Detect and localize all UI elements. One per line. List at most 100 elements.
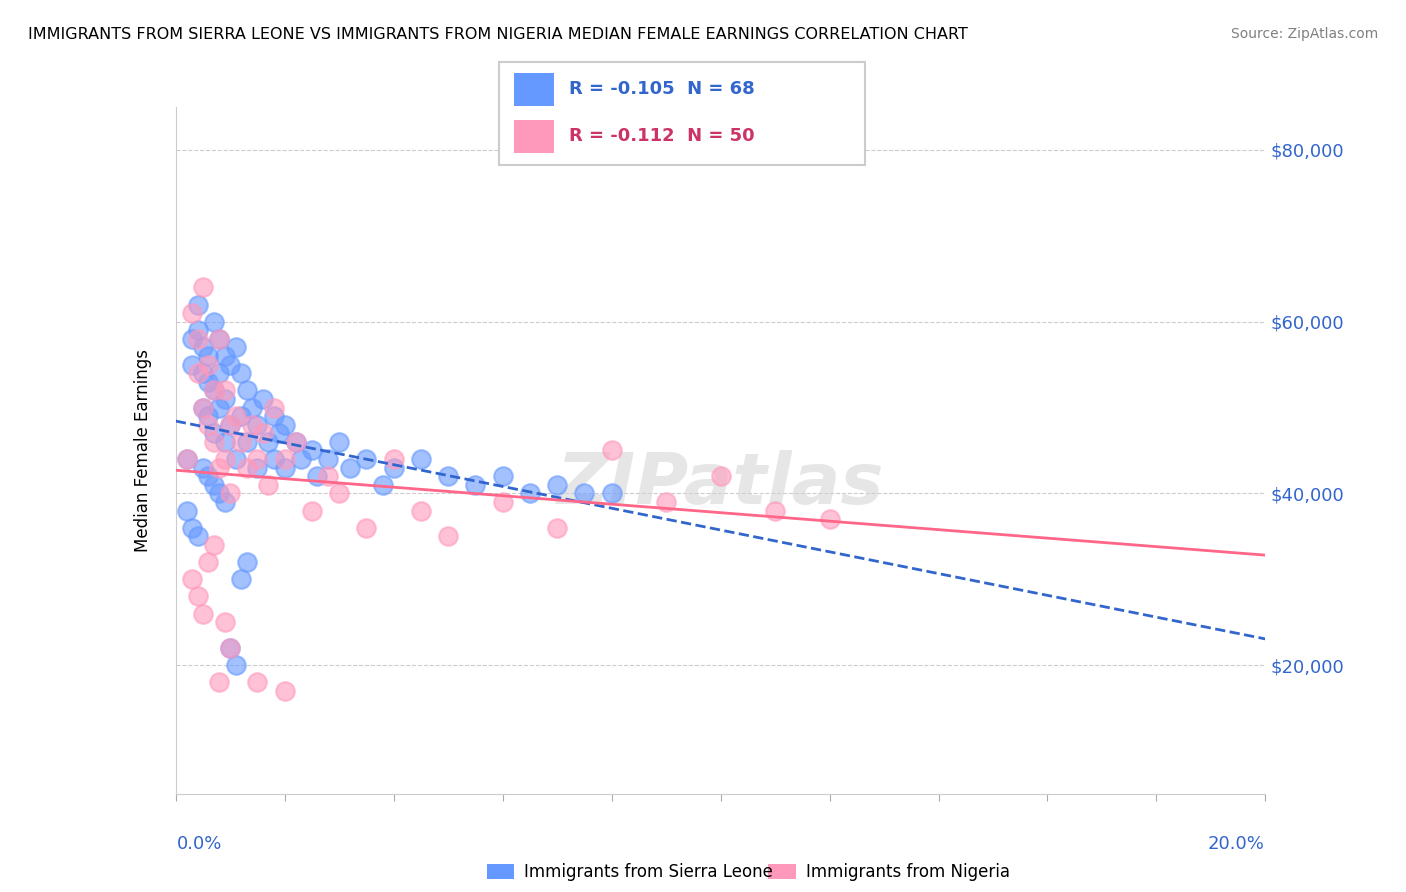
Text: 0.0%: 0.0% [177,835,222,853]
Point [181,521,204,535]
Point [191,366,214,380]
Point [301,443,323,458]
Point [186,297,209,311]
Point [219,358,242,372]
Point [208,460,231,475]
Point [214,392,236,406]
Point [176,503,198,517]
Point [225,340,247,354]
Point [208,332,231,346]
Point [202,434,225,449]
Point [181,358,204,372]
Point [235,460,257,475]
Point [186,529,209,543]
Point [409,503,432,517]
Point [186,332,209,346]
Point [219,640,242,655]
Point [246,675,269,690]
Point [371,478,394,492]
Point [181,332,204,346]
Point [197,375,219,389]
Point [219,640,242,655]
Point [191,340,214,354]
Point [176,452,198,467]
Point [382,460,405,475]
Point [181,572,204,586]
Bar [513,120,554,153]
Point [186,366,209,380]
Point [214,452,236,467]
Point [202,426,225,441]
Point [219,417,242,432]
Point [176,452,198,467]
Point [290,452,312,467]
Text: 20.0%: 20.0% [1208,835,1264,853]
Point [492,469,515,483]
Point [356,521,378,535]
Point [328,486,350,500]
Point [202,384,225,398]
Point [263,452,285,467]
Point [202,384,225,398]
Point [763,503,786,517]
Point [437,529,460,543]
Point [252,426,274,441]
Text: IMMIGRANTS FROM SIERRA LEONE VS IMMIGRANTS FROM NIGERIA MEDIAN FEMALE EARNINGS C: IMMIGRANTS FROM SIERRA LEONE VS IMMIGRAN… [28,27,967,42]
Point [263,409,285,423]
Point [600,443,623,458]
Y-axis label: Median Female Earnings: Median Female Earnings [134,349,152,552]
Point [235,434,257,449]
Point [197,358,219,372]
Point [197,555,219,569]
Point [231,572,253,586]
Point [181,306,204,320]
Point [191,460,214,475]
Text: ZIPatlas: ZIPatlas [557,450,884,519]
Point [409,452,432,467]
Point [202,315,225,329]
Point [214,615,236,630]
Point [274,452,297,467]
Point [197,469,219,483]
Point [235,555,257,569]
Point [191,607,214,621]
Point [202,478,225,492]
Point [208,486,231,500]
Point [274,417,297,432]
Bar [486,863,515,880]
Point [274,683,297,698]
Point [307,469,329,483]
Text: Immigrants from Sierra Leone: Immigrants from Sierra Leone [524,863,773,881]
Text: R = -0.105  N = 68: R = -0.105 N = 68 [568,80,755,98]
Point [197,349,219,363]
Point [600,486,623,500]
Point [246,417,269,432]
Point [655,495,678,509]
Point [202,538,225,552]
Text: R = -0.112  N = 50: R = -0.112 N = 50 [568,128,754,145]
Point [257,434,280,449]
Point [464,478,486,492]
Text: Source: ZipAtlas.com: Source: ZipAtlas.com [1230,27,1378,41]
Point [214,349,236,363]
Point [235,384,257,398]
Point [208,332,231,346]
Point [382,452,405,467]
Point [186,323,209,337]
Point [240,401,263,415]
Point [208,366,231,380]
Point [191,401,214,415]
Point [225,409,247,423]
Point [328,434,350,449]
Point [197,409,219,423]
Text: Immigrants from Nigeria: Immigrants from Nigeria [806,863,1010,881]
Point [231,434,253,449]
Point [269,426,291,441]
Point [214,434,236,449]
Point [214,495,236,509]
Point [818,512,841,526]
Point [214,384,236,398]
Point [339,460,361,475]
Point [301,503,323,517]
Point [186,590,209,604]
